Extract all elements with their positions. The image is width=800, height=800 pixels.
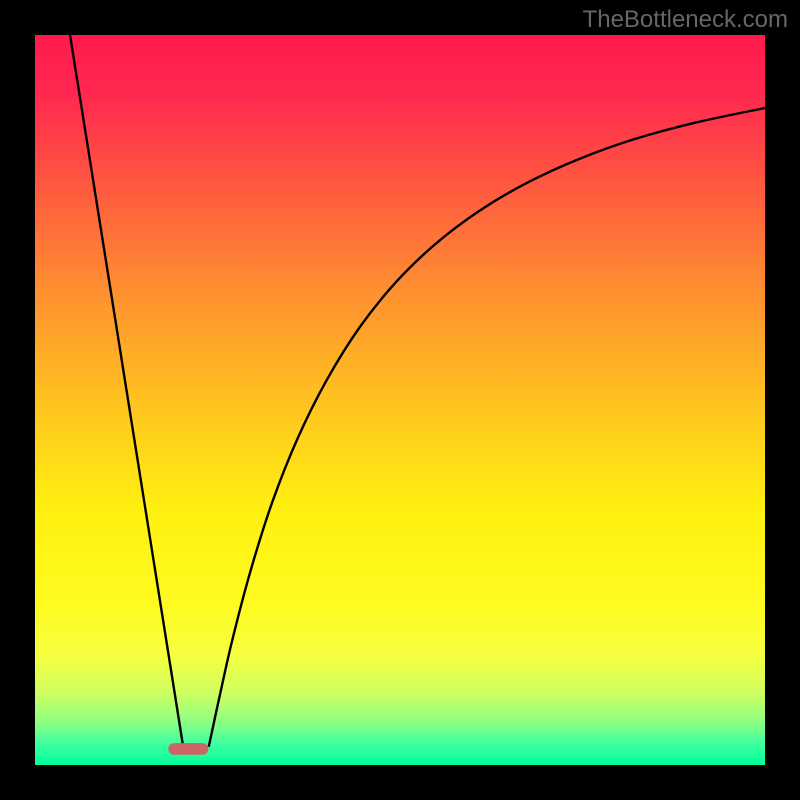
- chart-svg: [35, 35, 765, 765]
- chart-container: TheBottleneck.com: [0, 0, 800, 800]
- gradient-background: [35, 35, 765, 765]
- watermark-text: TheBottleneck.com: [583, 6, 788, 34]
- plot-area: [35, 35, 765, 765]
- minimum-marker: [168, 743, 208, 755]
